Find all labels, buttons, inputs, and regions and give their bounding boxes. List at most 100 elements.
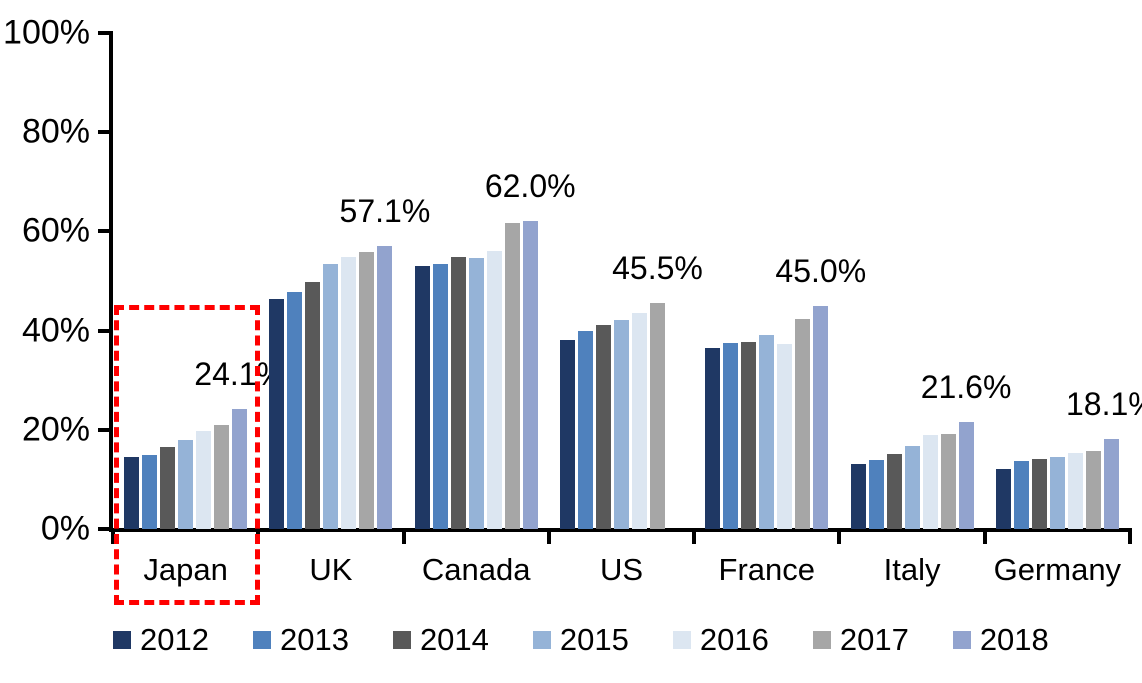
- legend-item-2014: 2014: [392, 622, 489, 658]
- x-axis-tick: [692, 528, 697, 544]
- legend-swatch-icon: [812, 631, 831, 649]
- category-label-us: US: [599, 552, 644, 587]
- bar-france-2014: [741, 342, 757, 529]
- plot-area: 24.1% 57.1% 62.0% 45.5% 45.0% 21.6% 18.1%: [113, 33, 1142, 529]
- legend-label: 2017: [839, 622, 909, 657]
- bar-germany-2016: [1067, 452, 1083, 529]
- bar-japan-2016: [196, 430, 212, 529]
- data-label-uk: 57.1%: [339, 192, 431, 229]
- bar-group-france: 45.0%: [694, 33, 866, 529]
- legend-item-2013: 2013: [252, 622, 349, 658]
- x-axis-tick: [1128, 528, 1132, 544]
- bar-germany-2014: [1031, 458, 1047, 529]
- bar-france-2018: [813, 305, 829, 529]
- y-axis-line: [109, 31, 113, 532]
- legend-item-2016: 2016: [672, 622, 769, 658]
- bar-france-2013: [723, 342, 739, 529]
- bar-germany-2015: [1049, 456, 1065, 529]
- legend-swatch-icon: [252, 631, 271, 649]
- bar-italy-2018: [958, 421, 974, 529]
- y-tick-label: 20%: [21, 410, 90, 449]
- data-label-germany: 18.1%: [1065, 386, 1142, 423]
- x-axis-tick: [256, 528, 261, 544]
- bar-uk-2016: [341, 257, 357, 529]
- bar-group-japan: 24.1%: [113, 33, 285, 529]
- x-axis-line: [109, 528, 1132, 532]
- x-axis-tick: [837, 528, 842, 544]
- category-label-germany: Germany: [993, 552, 1122, 587]
- bar-us-2014: [595, 324, 611, 529]
- data-label-us: 45.5%: [612, 250, 703, 287]
- bar-canada-2017: [504, 222, 520, 529]
- data-label-canada: 62.0%: [484, 168, 576, 205]
- bar-france-2017: [795, 319, 811, 529]
- bar-italy-2014: [886, 453, 902, 529]
- bar-italy-2012: [850, 463, 866, 529]
- y-tick-label: 60%: [21, 211, 90, 250]
- legend-swatch-icon: [392, 631, 411, 649]
- bar-italy-2015: [904, 446, 920, 529]
- data-label-france: 45.0%: [775, 252, 867, 289]
- bar-uk-2013: [287, 291, 303, 529]
- legend: 2012 2013 2014 2015 2016 2017 2018: [113, 622, 1049, 658]
- bar-japan-2014: [160, 447, 176, 529]
- bar-germany-2013: [1013, 460, 1029, 529]
- legend-label: 2018: [979, 622, 1049, 657]
- bar-france-2012: [705, 348, 721, 529]
- bar-canada-2012: [414, 266, 430, 529]
- bar-italy-2013: [868, 459, 884, 529]
- bar-uk-2012: [269, 299, 285, 529]
- bar-group-us: 45.5%: [549, 33, 703, 529]
- bar-us-2017: [649, 303, 665, 529]
- legend-label: 2014: [419, 622, 489, 657]
- bar-france-2016: [777, 344, 793, 529]
- legend-swatch-icon: [672, 631, 691, 649]
- bar-group-uk: 57.1%: [258, 33, 430, 529]
- bar-canada-2013: [432, 264, 448, 529]
- bar-japan-2018: [232, 409, 248, 529]
- y-axis-tick: [98, 527, 112, 531]
- x-axis-tick: [546, 528, 551, 544]
- bar-group-italy: 21.6%: [839, 33, 1011, 529]
- bar-us-2015: [613, 319, 629, 529]
- x-axis-tick: [401, 528, 406, 544]
- bar-canada-2015: [468, 258, 484, 529]
- bar-france-2015: [759, 334, 775, 529]
- bar-uk-2017: [359, 251, 375, 529]
- y-axis-tick: [98, 130, 112, 135]
- y-tick-label: 40%: [21, 311, 90, 350]
- y-axis-tick: [98, 328, 112, 333]
- category-label-italy: Italy: [883, 552, 941, 587]
- bar-germany-2017: [1085, 450, 1101, 529]
- bar-us-2016: [631, 312, 647, 529]
- bar-germany-2012: [995, 468, 1011, 529]
- category-label-france: France: [718, 552, 815, 587]
- bar-japan-2015: [178, 440, 194, 529]
- bar-germany-2018: [1103, 439, 1119, 529]
- y-tick-label: 80%: [21, 112, 90, 151]
- legend-swatch-icon: [532, 631, 551, 649]
- bar-italy-2016: [922, 435, 938, 529]
- category-label-uk: UK: [309, 552, 353, 587]
- legend-swatch-icon: [952, 631, 971, 649]
- y-axis-tick: [98, 427, 112, 432]
- legend-swatch-icon: [113, 631, 131, 649]
- bar-japan-2017: [214, 424, 230, 529]
- legend-label: 2016: [699, 622, 769, 657]
- legend-item-2018: 2018: [952, 622, 1049, 658]
- bar-us-2012: [559, 339, 575, 529]
- category-label-japan: Japan: [143, 552, 228, 587]
- bar-canada-2014: [450, 256, 466, 529]
- legend-label: 2013: [279, 622, 349, 657]
- bar-us-2013: [577, 330, 593, 529]
- legend-label: 2012: [140, 622, 209, 657]
- bar-group-canada: 62.0%: [404, 33, 576, 529]
- bar-canada-2018: [522, 221, 538, 529]
- bar-uk-2014: [305, 281, 321, 529]
- bar-uk-2015: [323, 264, 339, 529]
- legend-item-2015: 2015: [532, 622, 629, 658]
- legend-item-2017: 2017: [812, 622, 909, 658]
- bar-japan-2012: [124, 456, 140, 529]
- x-axis-tick: [982, 528, 987, 544]
